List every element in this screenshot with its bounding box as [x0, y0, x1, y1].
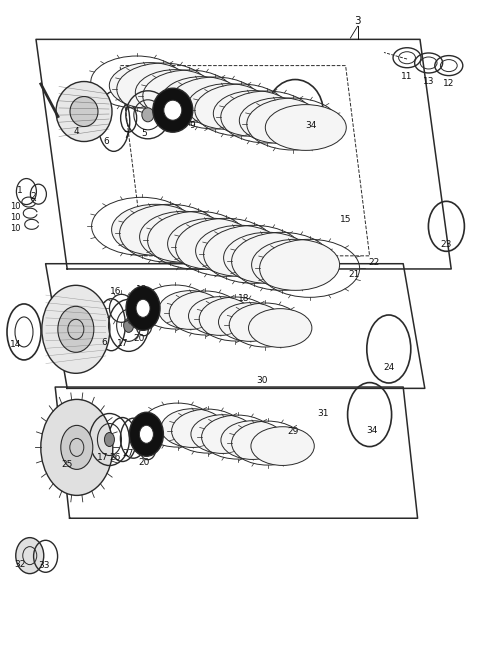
Ellipse shape — [56, 81, 112, 142]
Text: 7: 7 — [123, 131, 129, 140]
Text: 21: 21 — [348, 270, 360, 279]
Text: 33: 33 — [38, 561, 50, 570]
Text: 28: 28 — [140, 445, 151, 454]
Ellipse shape — [58, 306, 94, 352]
Text: 16: 16 — [110, 287, 122, 297]
Text: 22: 22 — [369, 258, 380, 267]
Text: 14: 14 — [10, 340, 22, 349]
Text: 10: 10 — [11, 213, 21, 222]
Ellipse shape — [111, 204, 200, 255]
Text: 30: 30 — [256, 376, 267, 385]
Ellipse shape — [139, 425, 154, 443]
Text: 2: 2 — [31, 192, 36, 201]
Ellipse shape — [142, 108, 154, 122]
Text: 13: 13 — [423, 77, 434, 86]
Ellipse shape — [251, 427, 314, 466]
Text: 26: 26 — [109, 453, 121, 462]
Text: 12: 12 — [443, 79, 455, 89]
Text: 8: 8 — [168, 123, 174, 133]
Text: 29: 29 — [287, 427, 299, 436]
Text: 11: 11 — [401, 72, 413, 81]
Ellipse shape — [136, 299, 150, 318]
Ellipse shape — [218, 302, 282, 341]
Ellipse shape — [130, 412, 163, 457]
Ellipse shape — [164, 100, 182, 120]
Text: 19: 19 — [136, 285, 147, 295]
Ellipse shape — [105, 432, 114, 447]
Text: 6: 6 — [104, 136, 109, 146]
Ellipse shape — [70, 96, 98, 127]
Ellipse shape — [135, 70, 216, 115]
Ellipse shape — [265, 104, 346, 150]
Ellipse shape — [196, 225, 284, 276]
Ellipse shape — [126, 286, 160, 331]
Ellipse shape — [16, 538, 44, 573]
Text: 20: 20 — [133, 334, 145, 343]
Ellipse shape — [61, 425, 93, 470]
Text: 32: 32 — [14, 560, 26, 569]
Text: 17: 17 — [96, 453, 108, 462]
Text: 34: 34 — [366, 426, 378, 436]
Ellipse shape — [240, 98, 320, 144]
Ellipse shape — [249, 308, 312, 348]
Text: 10: 10 — [11, 202, 21, 211]
Text: 3: 3 — [354, 16, 361, 26]
Ellipse shape — [153, 88, 193, 133]
Text: 20: 20 — [138, 458, 150, 467]
Text: 15: 15 — [340, 215, 351, 224]
Text: 18: 18 — [238, 294, 250, 303]
Ellipse shape — [140, 211, 228, 262]
Text: 24: 24 — [383, 363, 395, 372]
Ellipse shape — [41, 400, 113, 495]
Text: 31: 31 — [317, 409, 328, 418]
Ellipse shape — [187, 83, 268, 129]
Ellipse shape — [109, 62, 190, 108]
Text: 25: 25 — [61, 460, 73, 469]
Text: 5: 5 — [141, 129, 147, 138]
Ellipse shape — [252, 239, 340, 291]
Text: 27: 27 — [122, 449, 134, 459]
Text: 10: 10 — [11, 224, 21, 234]
Text: 34: 34 — [305, 121, 317, 131]
Text: 6: 6 — [102, 338, 108, 347]
Text: 4: 4 — [74, 127, 80, 136]
Text: 9: 9 — [189, 121, 195, 131]
Text: 17: 17 — [117, 339, 128, 348]
Text: 23: 23 — [441, 239, 452, 249]
Ellipse shape — [168, 218, 256, 270]
Ellipse shape — [158, 291, 222, 329]
Text: 1: 1 — [17, 186, 23, 195]
Ellipse shape — [213, 91, 294, 136]
Ellipse shape — [161, 409, 224, 447]
Ellipse shape — [42, 285, 110, 373]
Ellipse shape — [189, 297, 252, 335]
Ellipse shape — [161, 77, 242, 123]
Ellipse shape — [124, 318, 133, 333]
Ellipse shape — [221, 420, 284, 459]
Ellipse shape — [224, 232, 312, 283]
Ellipse shape — [191, 415, 254, 453]
